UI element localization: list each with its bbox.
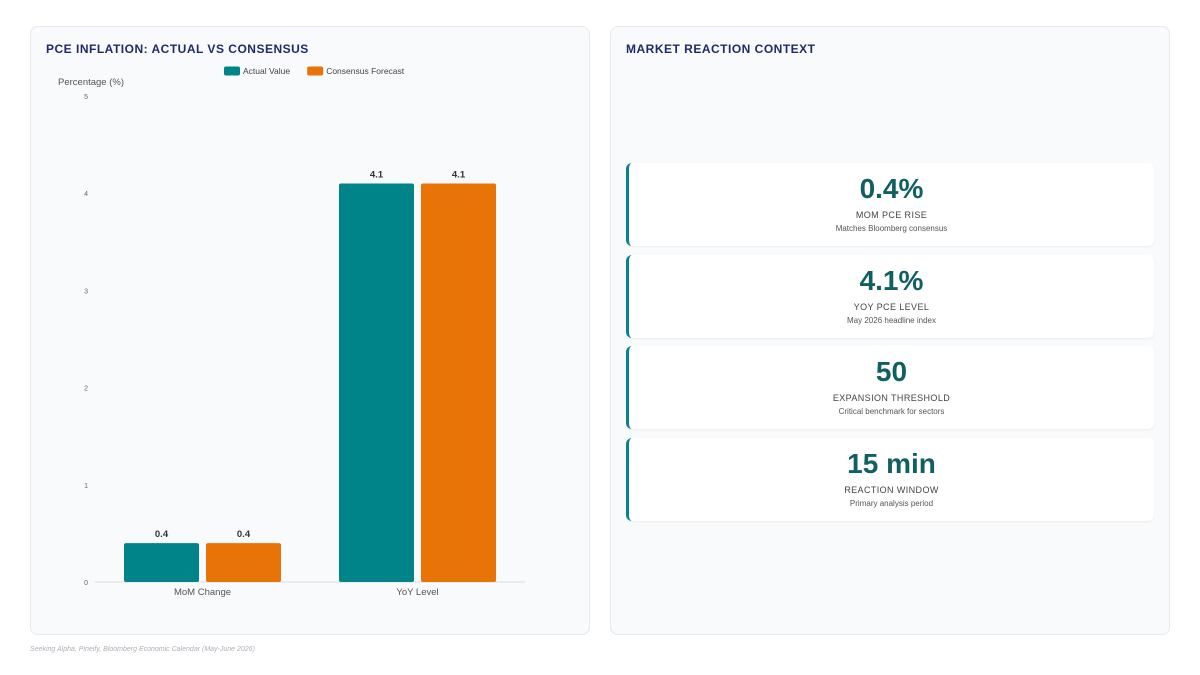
y-axis-label: Percentage (%) <box>58 77 124 88</box>
x-tick-label: MoM Change <box>174 587 231 598</box>
bar <box>206 543 281 582</box>
legend-label: Consensus Forecast <box>326 66 405 76</box>
bar <box>421 183 496 583</box>
metric-card-threshold: 50 EXPANSION THRESHOLD Critical benchmar… <box>626 346 1154 429</box>
metric-cards: 0.4% MOM PCE RISE Matches Bloomberg cons… <box>626 163 1154 529</box>
metric-card-mom: 0.4% MOM PCE RISE Matches Bloomberg cons… <box>626 163 1154 246</box>
legend-swatch <box>224 66 240 76</box>
data-label: 0.4 <box>155 529 169 540</box>
context-title: MARKET REACTION CONTEXT <box>626 42 816 56</box>
y-tick-label: 1 <box>84 483 88 490</box>
metric-value: 0.4% <box>859 173 924 204</box>
chart-title: PCE INFLATION: ACTUAL VS CONSENSUS <box>46 42 309 56</box>
metric-card-window: 15 min REACTION WINDOW Primary analysis … <box>626 437 1154 521</box>
y-tick-label: 0 <box>84 580 88 587</box>
metric-label: REACTION WINDOW <box>844 484 939 495</box>
legend-label: Actual Value <box>243 66 290 76</box>
y-tick-label: 3 <box>84 288 88 295</box>
metric-label: MOM PCE RISE <box>855 210 928 220</box>
data-label: 0.4 <box>237 529 251 540</box>
y-tick-label: 5 <box>84 94 88 101</box>
bar <box>124 543 199 582</box>
legend-swatch <box>307 66 324 76</box>
metric-subtext: Primary analysis period <box>849 498 934 508</box>
data-label: 4.1 <box>370 169 384 180</box>
source-note: Seeking Alpha, Pineify, Bloomberg Econom… <box>30 646 255 653</box>
y-tick-label: 4 <box>84 191 88 198</box>
metric-subtext: Matches Bloomberg consensus <box>835 224 948 233</box>
metric-value: 15 min <box>847 447 936 479</box>
data-label: 4.1 <box>452 169 466 180</box>
metric-label: EXPANSION THRESHOLD <box>832 393 951 403</box>
bar <box>339 183 414 583</box>
metric-label: YOY PCE LEVEL <box>853 301 930 312</box>
metric-subtext: Critical benchmark for sectors <box>838 407 945 416</box>
chart-panel: PCE INFLATION: ACTUAL VS CONSENSUS Perce… <box>30 26 590 635</box>
metric-card-yoy: 4.1% YOY PCE LEVEL May 2026 headline ind… <box>626 254 1154 338</box>
y-tick-label: 2 <box>84 386 88 393</box>
metric-subtext: May 2026 headline index <box>847 315 936 325</box>
context-panel: MARKET REACTION CONTEXT 0.4% MOM PCE RIS… <box>610 26 1170 635</box>
bar-chart: Percentage (%) 0 1 2 3 4 5 0.4 0.4 MoM Change 4.1 4… <box>58 66 525 598</box>
metric-value: 4.1% <box>859 264 924 296</box>
x-tick-label: YoY Level <box>396 587 438 598</box>
metric-value: 50 <box>875 356 908 387</box>
